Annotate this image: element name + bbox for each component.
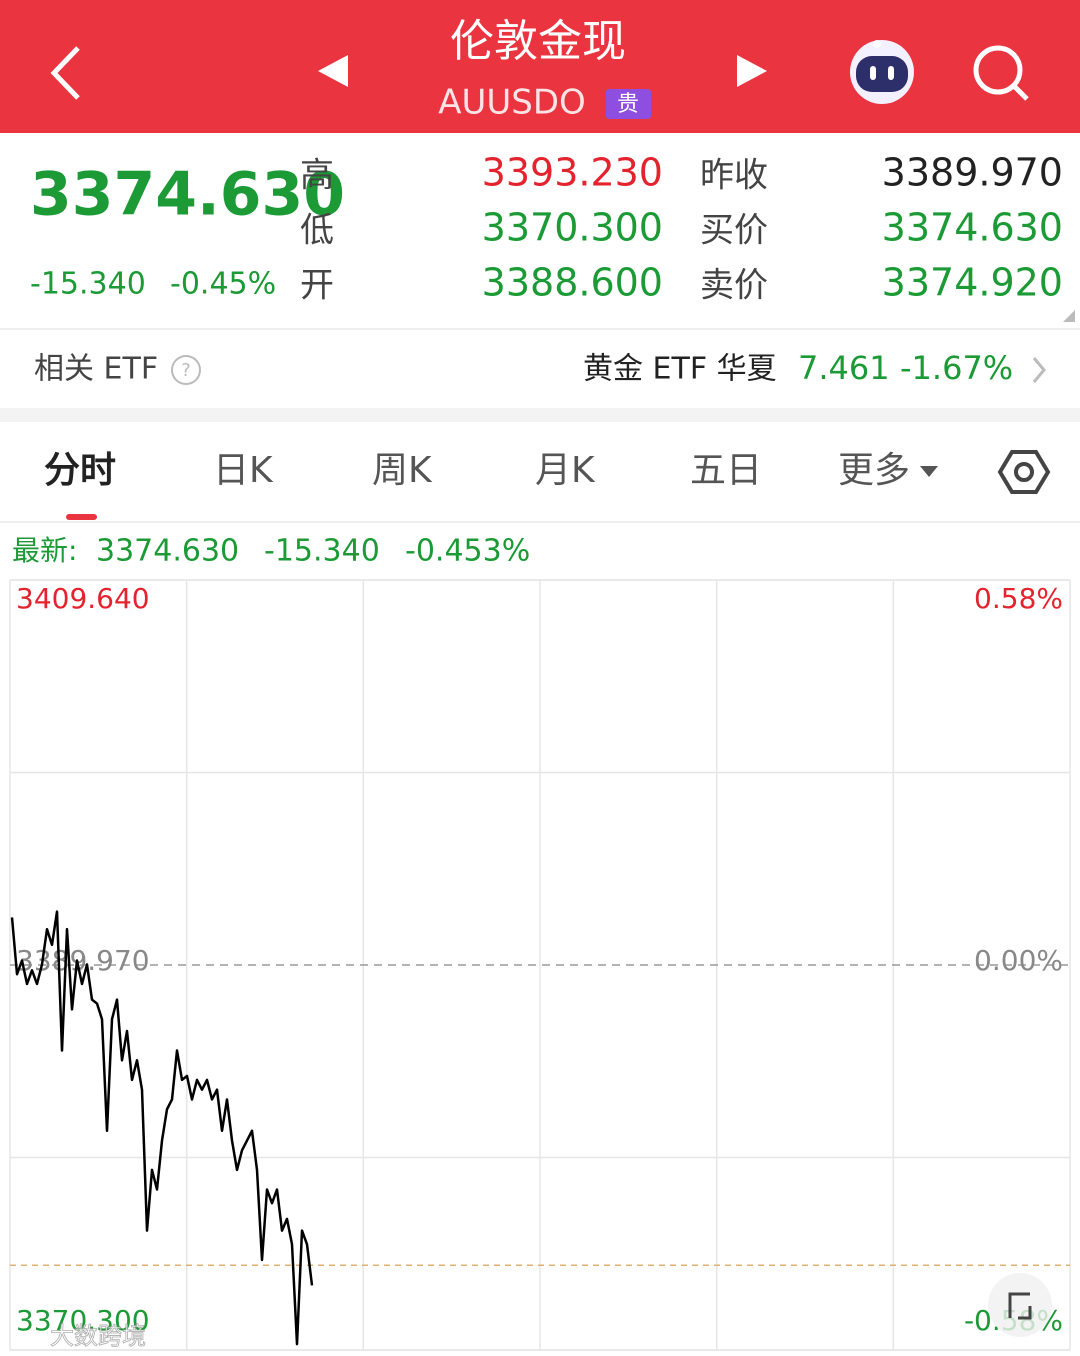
y2-tick-label: 0.00% [974,944,1063,977]
etf-name: 黄金 ETF 华夏 [583,352,777,387]
help-mark: ? [181,360,191,381]
latest-price: 3374.630 [96,534,239,569]
tab[interactable]: 月K [535,450,596,491]
y-tick-label: 3370.300 [16,1304,150,1337]
tab[interactable]: 更多 [838,450,910,491]
change: -15.340 [30,267,146,302]
fullscreen-button[interactable] [988,1273,1052,1337]
expand-corner[interactable] [1063,310,1075,322]
badge-bg [606,89,651,119]
etf-label: 相关 ETF [34,352,158,387]
section-gap [0,408,1080,422]
symbol: AUUSDO [438,83,586,123]
price: 3374.630 [30,160,345,230]
prev-button[interactable] [318,55,348,87]
settings-button[interactable] [997,450,1051,494]
tab[interactable]: 周K [372,450,433,491]
badge: 贵 [617,92,639,117]
etf-price: 7.461 [798,349,890,387]
robot-button[interactable] [850,40,914,104]
stat-value: 3374.920 [882,261,1063,305]
latest-change-pct: -0.453% [405,534,530,569]
watermark: 大数跨境 [50,1322,146,1350]
stat-label: 低 [300,211,334,251]
tab[interactable]: 日K [213,450,274,491]
stat-label: 开 [300,266,334,306]
stat-label: 卖价 [700,266,768,306]
back-button[interactable] [50,46,80,100]
fullscreen-icon [1008,1292,1032,1320]
latest-label: 最新: [12,534,77,567]
help-icon[interactable] [171,355,201,385]
price-line [10,910,314,1346]
change-pct: -0.45% [170,267,276,302]
stat-value: 3374.630 [882,206,1063,250]
stat-label: 高 [300,156,334,196]
etf-row[interactable]: 相关 ETF ? 黄金 ETF 华夏 7.461 -1.67% [34,349,1046,387]
stat-value: 3370.300 [482,206,663,250]
y-tick-label: 3409.640 [16,582,150,615]
etf-change: -1.67% [900,349,1013,387]
tab-indicator [66,514,97,520]
y-tick-label: 3389.970 [16,944,150,977]
stat-label: 昨收 [700,156,768,196]
tab[interactable]: 五日 [690,450,762,491]
y2-tick-label: 0.58% [974,582,1063,615]
stat-value: 3393.230 [482,151,663,195]
next-button[interactable] [737,55,767,87]
stat-label: 买价 [700,211,768,251]
title: 伦敦金现 [450,16,626,67]
latest-change: -15.340 [264,534,380,569]
chevron [1032,357,1046,383]
stat-value: 3388.600 [482,261,663,305]
dropdown-arrow [920,466,938,477]
tab[interactable]: 分时 [44,450,116,491]
search-button[interactable] [973,45,1029,101]
stat-value: 3389.970 [882,151,1063,195]
